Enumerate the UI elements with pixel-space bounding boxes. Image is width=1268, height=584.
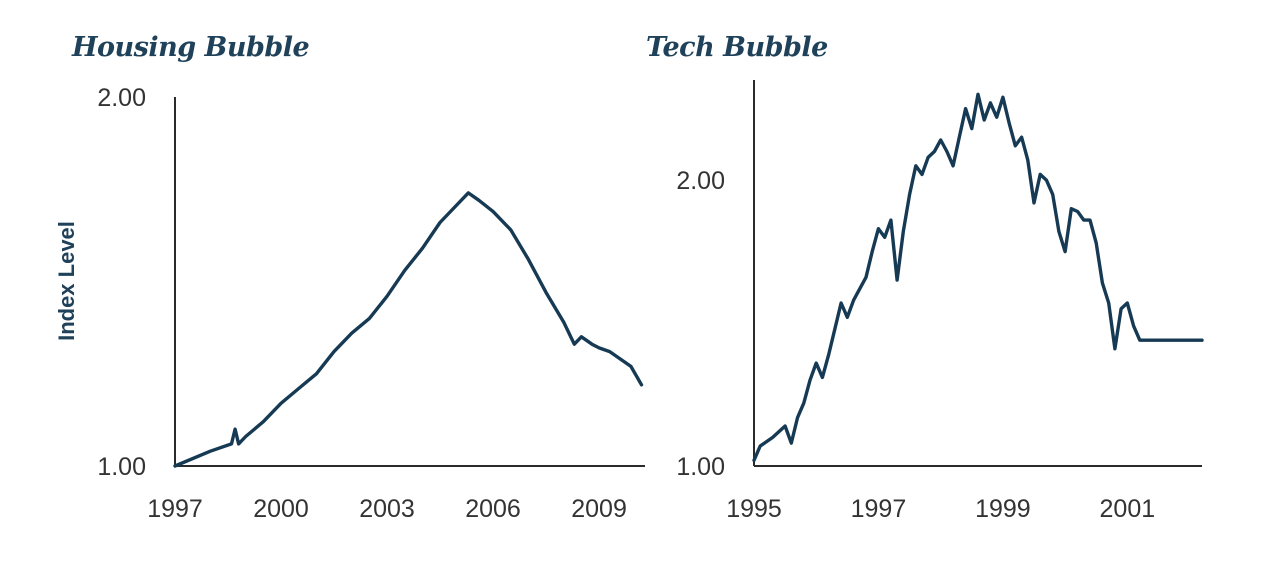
tech-x-tick-label: 1995 (726, 495, 782, 523)
housing-x-tick-label: 2000 (253, 495, 309, 523)
tech-x-tick-label: 1997 (851, 495, 907, 523)
housing-chart-title: Housing Bubble (72, 32, 310, 63)
housing-x-tick-label: 2003 (359, 495, 415, 523)
housing-x-tick-label: 2006 (465, 495, 521, 523)
housing-x-tick-label: 1997 (147, 495, 203, 523)
housing-chart: 1.00 2.00 1997 2000 2003 2006 2009 (97, 84, 645, 523)
tech-chart-title: Tech Bubble (646, 32, 828, 63)
tech-chart: 1.00 2.00 1995 1997 1999 2001 (676, 80, 1204, 523)
housing-y-tick-label: 1.00 (97, 453, 146, 481)
tech-x-tick-label: 2001 (1100, 495, 1156, 523)
tech-y-tick-label: 1.00 (676, 453, 725, 481)
housing-y-tick-label: 2.00 (97, 84, 146, 112)
tech-x-tick-label: 1999 (975, 495, 1031, 523)
housing-series-line (173, 191, 644, 468)
tech-series-line (752, 92, 1204, 462)
housing-x-tick-label: 2009 (571, 495, 627, 523)
tech-y-tick-label: 2.00 (676, 167, 725, 195)
